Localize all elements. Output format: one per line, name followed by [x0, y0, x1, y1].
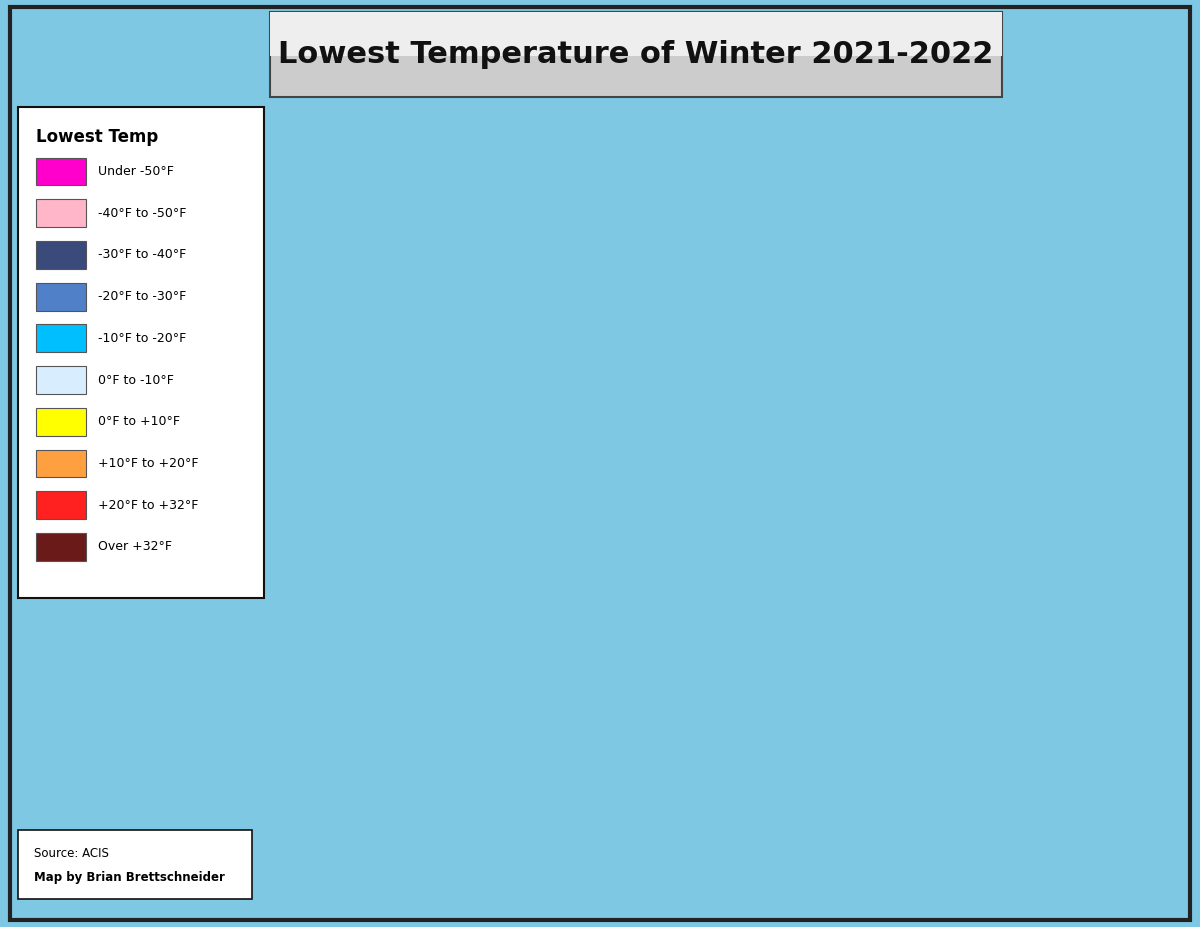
Text: Map by Brian Brettschneider: Map by Brian Brettschneider	[34, 871, 224, 884]
FancyBboxPatch shape	[18, 830, 252, 899]
Text: -20°F to -30°F: -20°F to -30°F	[98, 290, 187, 303]
Text: Source: ACIS: Source: ACIS	[34, 847, 108, 860]
Text: 0°F to +10°F: 0°F to +10°F	[98, 415, 180, 428]
Bar	[36, 199, 86, 227]
Bar	[36, 491, 86, 519]
FancyBboxPatch shape	[270, 12, 1002, 97]
Text: Lowest Temperature of Winter 2021-2022: Lowest Temperature of Winter 2021-2022	[278, 40, 994, 70]
Text: -40°F to -50°F: -40°F to -50°F	[98, 207, 187, 220]
Bar	[36, 450, 86, 477]
Bar	[36, 408, 86, 436]
Bar	[36, 158, 86, 185]
Bar	[36, 283, 86, 311]
Text: +10°F to +20°F: +10°F to +20°F	[98, 457, 199, 470]
Text: Lowest Temp: Lowest Temp	[36, 128, 158, 146]
FancyBboxPatch shape	[270, 12, 1002, 56]
Text: +20°F to +32°F: +20°F to +32°F	[98, 499, 199, 512]
Text: -10°F to -20°F: -10°F to -20°F	[98, 332, 187, 345]
Text: Under -50°F: Under -50°F	[98, 165, 174, 178]
Text: Over +32°F: Over +32°F	[98, 540, 173, 553]
Bar	[36, 366, 86, 394]
Bar	[36, 324, 86, 352]
Bar	[36, 533, 86, 561]
Bar	[36, 241, 86, 269]
Text: -30°F to -40°F: -30°F to -40°F	[98, 248, 187, 261]
FancyBboxPatch shape	[18, 107, 264, 598]
Text: 0°F to -10°F: 0°F to -10°F	[98, 374, 174, 387]
